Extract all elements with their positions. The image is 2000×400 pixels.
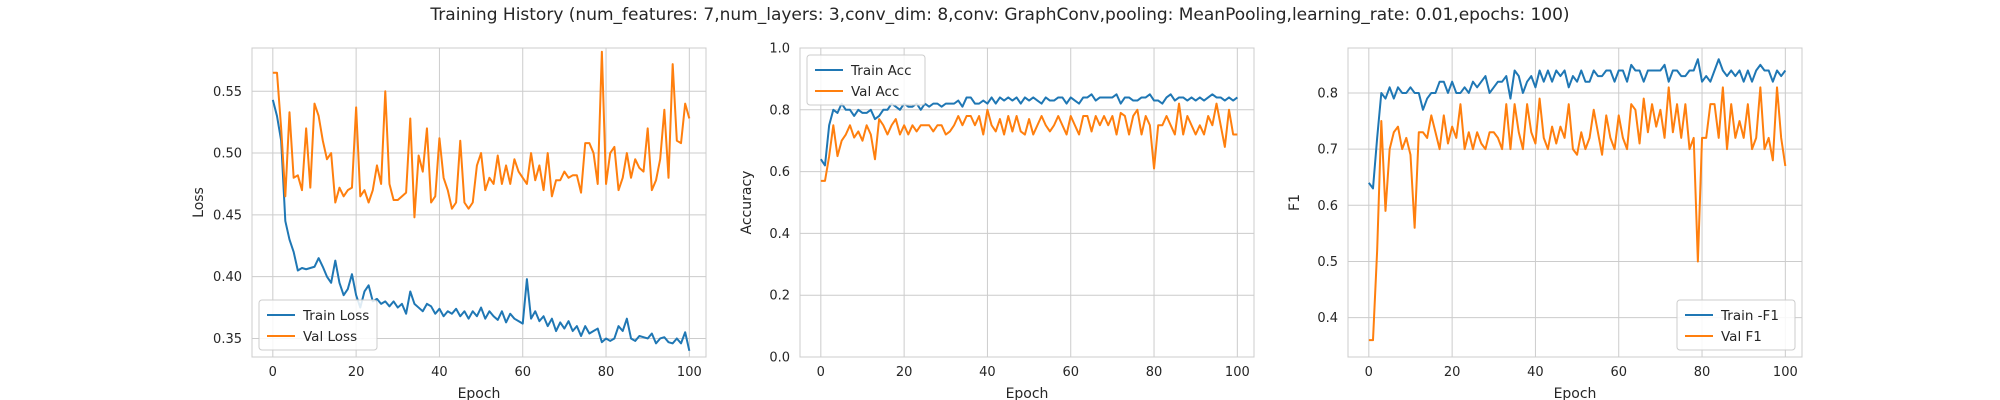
loss-y-tick-label: 0.35 bbox=[213, 332, 242, 347]
figure-title: Training History (num_features: 7,num_la… bbox=[429, 5, 1569, 25]
f1-legend-label: Val F1 bbox=[1721, 329, 1762, 345]
accuracy-x-tick-label: 0 bbox=[817, 365, 825, 380]
loss-x-tick-label: 100 bbox=[677, 365, 702, 380]
loss-x-tick-label: 40 bbox=[431, 365, 448, 380]
loss-y-tick-label: 0.45 bbox=[213, 208, 242, 223]
loss-legend-label: Train Loss bbox=[302, 308, 369, 324]
loss-series-line-1 bbox=[271, 99, 691, 352]
accuracy-x-axis-label: Epoch bbox=[1006, 386, 1049, 400]
f1-y-tick-label: 0.7 bbox=[1317, 143, 1338, 158]
accuracy-y-tick-label: 1.0 bbox=[769, 42, 790, 57]
accuracy-x-tick-label: 60 bbox=[1062, 365, 1079, 380]
f1-series-line-2 bbox=[1368, 86, 1787, 342]
loss-y-tick-label: 0.50 bbox=[213, 147, 242, 162]
f1-x-tick-label: 40 bbox=[1527, 365, 1544, 380]
f1-series-line-1 bbox=[1368, 58, 1787, 190]
accuracy-legend-box bbox=[806, 54, 926, 106]
f1-legend-box bbox=[1676, 299, 1796, 351]
f1-legend-label: Train -F1 bbox=[1720, 308, 1779, 324]
loss-y-tick-label: 0.40 bbox=[213, 270, 242, 285]
f1-y-tick-label: 0.8 bbox=[1317, 86, 1338, 101]
loss-series-line-2 bbox=[272, 50, 691, 219]
f1-y-tick-label: 0.5 bbox=[1317, 255, 1338, 270]
f1-plot-frame bbox=[1347, 47, 1803, 358]
f1-x-tick-label: 0 bbox=[1365, 365, 1373, 380]
accuracy-series-line-2 bbox=[820, 102, 1238, 182]
accuracy-series-line-1 bbox=[820, 93, 1238, 167]
loss-x-axis-label: Epoch bbox=[458, 386, 501, 400]
f1-y-tick-label: 0.6 bbox=[1317, 199, 1338, 214]
loss-legend: Train Loss Val Loss bbox=[258, 299, 378, 351]
f1-legend: Train -F1 Val F1 bbox=[1676, 299, 1796, 351]
accuracy-y-tick-label: 0.8 bbox=[769, 103, 790, 118]
accuracy-x-tick-label: 100 bbox=[1225, 365, 1250, 380]
f1-chart: 0 20 40 60 80 100 0.4 0.5 0.6 0.7 0.8 Epoch F1 Train … bbox=[1287, 47, 1803, 400]
accuracy-y-tick-label: 0.2 bbox=[769, 289, 790, 304]
f1-y-axis-label: F1 bbox=[1287, 194, 1303, 211]
f1-x-axis-label: Epoch bbox=[1554, 386, 1597, 400]
loss-x-tick-label: 60 bbox=[514, 365, 531, 380]
accuracy-y-tick-label: 0.0 bbox=[769, 351, 790, 366]
loss-x-tick-label: 0 bbox=[269, 365, 277, 380]
loss-y-axis-label: Loss bbox=[191, 187, 207, 218]
loss-chart: 0 20 40 60 80 100 0.35 0.40 0.45 0.50 0.55 Epoch Los… bbox=[191, 47, 707, 400]
accuracy-x-tick-label: 80 bbox=[1146, 365, 1163, 380]
loss-x-tick-label: 80 bbox=[598, 365, 615, 380]
accuracy-x-tick-label: 40 bbox=[979, 365, 996, 380]
f1-x-tick-label: 80 bbox=[1694, 365, 1711, 380]
accuracy-x-tick-label: 20 bbox=[896, 365, 913, 380]
accuracy-y-tick-label: 0.6 bbox=[769, 165, 790, 180]
loss-legend-label: Val Loss bbox=[303, 329, 357, 345]
accuracy-legend: Train Acc Val Acc bbox=[806, 54, 926, 106]
accuracy-plot-frame bbox=[799, 47, 1255, 358]
f1-x-tick-label: 20 bbox=[1444, 365, 1461, 380]
loss-plot-frame bbox=[251, 47, 707, 358]
accuracy-chart: 0 20 40 60 80 100 0.0 0.2 0.4 0.6 0.8 1.0 Epoch Accur… bbox=[739, 42, 1255, 400]
f1-x-tick-label: 60 bbox=[1610, 365, 1627, 380]
loss-legend-box bbox=[258, 299, 378, 351]
loss-y-tick-label: 0.55 bbox=[213, 85, 242, 100]
accuracy-y-tick-label: 0.4 bbox=[769, 227, 790, 242]
accuracy-legend-label: Val Acc bbox=[851, 84, 899, 100]
loss-x-tick-label: 20 bbox=[348, 365, 365, 380]
f1-y-tick-label: 0.4 bbox=[1317, 311, 1338, 326]
accuracy-y-axis-label: Accuracy bbox=[739, 171, 755, 235]
accuracy-legend-label: Train Acc bbox=[850, 63, 912, 79]
f1-x-tick-label: 100 bbox=[1773, 365, 1798, 380]
